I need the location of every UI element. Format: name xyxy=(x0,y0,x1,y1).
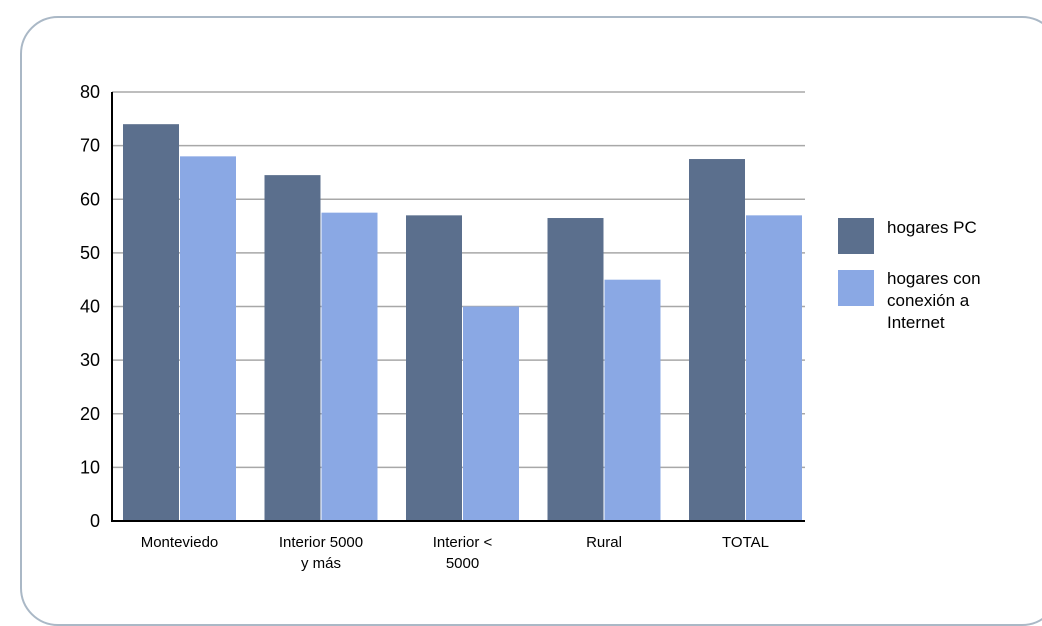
y-tick-label: 80 xyxy=(80,82,100,102)
y-tick-label: 60 xyxy=(80,189,100,209)
bar-series1-2 xyxy=(264,175,321,521)
legend-label: conexión a xyxy=(887,291,970,310)
axes xyxy=(111,92,805,522)
bars xyxy=(123,124,802,522)
legend-swatch-1 xyxy=(838,218,874,254)
legend-swatch-2 xyxy=(838,270,874,306)
x-category-labels: Monteviedo Interior 5000 y más Interior < 50… xyxy=(141,534,769,572)
bar-series2-2 xyxy=(321,212,378,521)
y-tick-label: 50 xyxy=(80,243,100,263)
bar-series1-1 xyxy=(123,124,179,522)
x-category-label: TOTAL xyxy=(722,534,769,551)
x-category-label: 5000 xyxy=(446,555,479,572)
bar-series2-4 xyxy=(604,279,661,521)
bar-chart: 0 10 20 30 40 50 60 70 80 Monteviedo Interior 500… xyxy=(80,82,981,572)
legend-label: hogares PC xyxy=(887,218,977,237)
x-category-label: Rural xyxy=(586,534,622,551)
y-tick-label: 20 xyxy=(80,404,100,424)
bar-series2-3 xyxy=(463,306,519,521)
x-category-label: Interior 5000 xyxy=(279,534,363,551)
legend-label: Internet xyxy=(887,313,945,332)
y-tick-labels: 0 10 20 30 40 50 60 70 80 xyxy=(80,82,100,531)
x-category-label: Interior < xyxy=(433,534,493,551)
bar-series1-4 xyxy=(547,218,604,522)
y-tick-label: 30 xyxy=(80,350,100,370)
bar-series1-5 xyxy=(689,159,745,521)
y-tick-label: 40 xyxy=(80,297,100,317)
legend-label: hogares con xyxy=(887,269,981,288)
x-category-label: y más xyxy=(301,555,341,572)
x-category-label: Monteviedo xyxy=(141,534,219,551)
y-tick-label: 0 xyxy=(90,511,100,531)
bar-series1-3 xyxy=(406,215,462,521)
y-tick-label: 70 xyxy=(80,136,100,156)
legend: hogares PC hogares con conexión a Internet xyxy=(838,218,981,332)
bar-series2-1 xyxy=(180,156,236,521)
y-tick-label: 10 xyxy=(80,457,100,477)
bar-series2-5 xyxy=(746,215,802,521)
